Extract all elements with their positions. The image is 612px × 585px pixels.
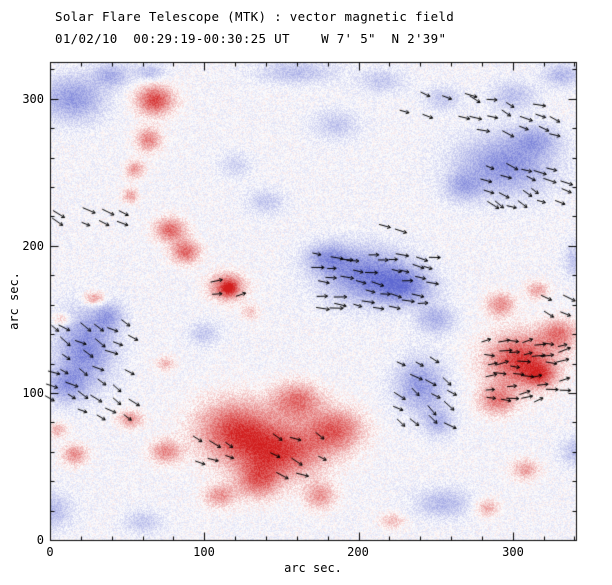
x-tick-label-0: 0 — [46, 545, 54, 559]
figure-subtitle: 01/02/10 00:29:19-00:30:25 UT W 7' 5" N … — [55, 31, 447, 46]
y-tick-label-100: 100 — [22, 386, 44, 400]
x-tick-label-300: 300 — [502, 545, 524, 559]
x-axis-label: arc sec. — [284, 561, 342, 575]
figure-title: Solar Flare Telescope (MTK) : vector mag… — [55, 9, 455, 24]
y-tick-label-300: 300 — [22, 92, 44, 106]
y-tick-label-200: 200 — [22, 239, 44, 253]
y-tick-label-0: 0 — [36, 533, 44, 547]
x-tick-label-100: 100 — [193, 545, 215, 559]
y-axis-label: arc sec. — [7, 272, 21, 330]
x-tick-label-200: 200 — [347, 545, 369, 559]
